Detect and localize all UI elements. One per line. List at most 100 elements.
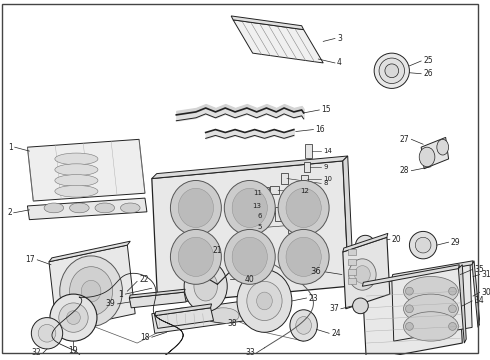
Ellipse shape — [404, 312, 458, 341]
Text: 29: 29 — [450, 238, 460, 247]
Text: 36: 36 — [311, 267, 321, 276]
Polygon shape — [155, 308, 214, 328]
Ellipse shape — [406, 305, 414, 313]
Polygon shape — [392, 265, 472, 341]
Text: 15: 15 — [321, 105, 331, 114]
Bar — [348, 269, 356, 275]
Polygon shape — [152, 156, 348, 179]
Text: 23: 23 — [309, 293, 318, 302]
Ellipse shape — [406, 287, 414, 295]
Text: 5: 5 — [257, 225, 262, 230]
Text: 10: 10 — [323, 176, 332, 181]
Ellipse shape — [448, 305, 456, 313]
Bar — [348, 259, 356, 265]
Polygon shape — [343, 237, 390, 309]
Ellipse shape — [404, 276, 458, 306]
Ellipse shape — [171, 180, 221, 235]
Ellipse shape — [278, 180, 329, 235]
Ellipse shape — [356, 235, 375, 255]
Text: 1: 1 — [8, 143, 13, 152]
Ellipse shape — [232, 188, 268, 228]
Text: 30: 30 — [482, 288, 490, 297]
Text: 18: 18 — [140, 333, 150, 342]
Ellipse shape — [95, 203, 115, 213]
Ellipse shape — [247, 308, 278, 324]
Ellipse shape — [60, 256, 122, 327]
Ellipse shape — [278, 229, 329, 284]
Bar — [348, 278, 356, 284]
Text: 20: 20 — [392, 235, 401, 244]
Ellipse shape — [171, 229, 221, 284]
Bar — [305, 144, 313, 158]
Ellipse shape — [416, 237, 431, 253]
Ellipse shape — [178, 188, 214, 228]
Ellipse shape — [59, 303, 88, 332]
Text: 31: 31 — [482, 270, 490, 279]
Ellipse shape — [296, 317, 312, 334]
Ellipse shape — [232, 237, 268, 276]
Ellipse shape — [81, 280, 101, 302]
Text: 12: 12 — [301, 188, 310, 194]
Text: 26: 26 — [423, 69, 433, 78]
Ellipse shape — [184, 261, 227, 312]
Text: 32: 32 — [31, 348, 41, 357]
Ellipse shape — [44, 203, 64, 213]
Bar — [270, 186, 279, 194]
Ellipse shape — [349, 259, 376, 290]
Ellipse shape — [353, 298, 368, 314]
Text: 39: 39 — [106, 300, 116, 309]
Text: 14: 14 — [323, 148, 332, 154]
Bar — [288, 218, 297, 233]
Polygon shape — [472, 261, 480, 327]
Polygon shape — [152, 296, 282, 333]
Polygon shape — [129, 292, 186, 308]
Bar — [275, 207, 284, 221]
Ellipse shape — [237, 270, 292, 332]
Text: 3: 3 — [337, 34, 342, 43]
Text: 40: 40 — [245, 275, 255, 284]
Text: 17: 17 — [25, 255, 35, 264]
Polygon shape — [421, 138, 448, 169]
Polygon shape — [363, 265, 459, 286]
Ellipse shape — [70, 267, 113, 316]
Ellipse shape — [38, 324, 56, 342]
Text: 11: 11 — [253, 190, 263, 196]
Ellipse shape — [178, 237, 214, 276]
Ellipse shape — [286, 237, 321, 276]
Ellipse shape — [194, 271, 218, 301]
Ellipse shape — [257, 292, 272, 310]
Ellipse shape — [448, 323, 456, 330]
Text: 35: 35 — [474, 265, 484, 274]
Ellipse shape — [55, 164, 98, 176]
Polygon shape — [49, 245, 135, 330]
Bar — [281, 173, 288, 184]
Text: 34: 34 — [474, 296, 484, 305]
Bar — [259, 200, 268, 206]
Polygon shape — [129, 289, 185, 298]
Text: 4: 4 — [337, 58, 342, 67]
Polygon shape — [49, 241, 130, 262]
Ellipse shape — [31, 318, 63, 349]
Bar — [261, 187, 270, 193]
Ellipse shape — [121, 203, 140, 213]
Ellipse shape — [410, 231, 437, 259]
Ellipse shape — [448, 287, 456, 295]
Text: 2: 2 — [7, 208, 12, 217]
Polygon shape — [233, 20, 323, 63]
Polygon shape — [363, 269, 462, 360]
Ellipse shape — [404, 294, 458, 324]
Ellipse shape — [374, 53, 410, 89]
Text: 28: 28 — [400, 166, 410, 175]
Ellipse shape — [379, 58, 405, 84]
Text: 25: 25 — [423, 57, 433, 66]
Bar — [301, 175, 308, 183]
Text: 24: 24 — [331, 329, 341, 338]
Ellipse shape — [224, 229, 275, 284]
Text: 33: 33 — [245, 348, 255, 357]
Text: 6: 6 — [257, 213, 262, 219]
Ellipse shape — [50, 294, 97, 341]
Polygon shape — [343, 233, 388, 252]
Ellipse shape — [208, 308, 239, 324]
Bar — [348, 249, 356, 255]
Polygon shape — [458, 265, 466, 343]
